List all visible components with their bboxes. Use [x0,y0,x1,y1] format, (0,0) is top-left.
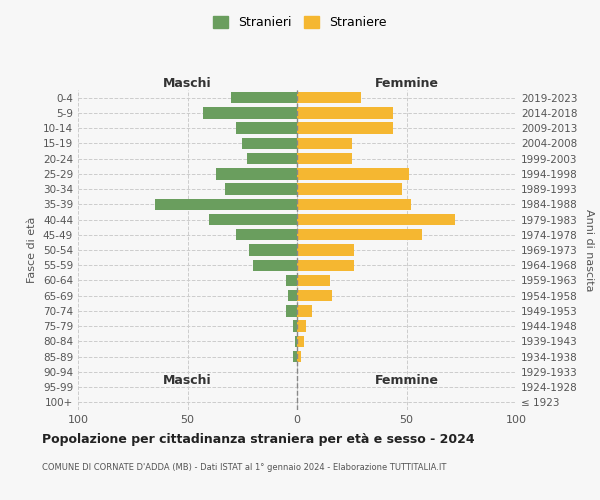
Bar [297,92,361,104]
Bar [297,336,304,347]
Bar [297,122,394,134]
Text: Maschi: Maschi [163,374,212,386]
Bar [297,320,306,332]
Bar [288,290,297,302]
Bar [216,168,297,179]
Bar [242,138,297,149]
Bar [297,260,354,271]
Bar [297,198,411,210]
Text: Femmine: Femmine [374,374,439,386]
Bar [155,198,297,210]
Bar [249,244,297,256]
Bar [297,290,332,302]
Y-axis label: Anni di nascita: Anni di nascita [584,209,594,291]
Bar [209,214,297,225]
Bar [297,138,352,149]
Bar [236,122,297,134]
Bar [297,184,402,195]
Bar [253,260,297,271]
Bar [297,107,394,118]
Bar [297,305,313,316]
Bar [295,336,297,347]
Text: Popolazione per cittadinanza straniera per età e sesso - 2024: Popolazione per cittadinanza straniera p… [42,432,475,446]
Bar [297,214,455,225]
Bar [297,351,301,362]
Bar [286,305,297,316]
Bar [297,168,409,179]
Bar [297,244,354,256]
Bar [293,351,297,362]
Legend: Stranieri, Straniere: Stranieri, Straniere [208,11,392,34]
Bar [225,184,297,195]
Bar [203,107,297,118]
Bar [293,320,297,332]
Bar [297,153,352,164]
Text: Femmine: Femmine [374,77,439,90]
Text: COMUNE DI CORNATE D'ADDA (MB) - Dati ISTAT al 1° gennaio 2024 - Elaborazione TUT: COMUNE DI CORNATE D'ADDA (MB) - Dati IST… [42,462,446,471]
Bar [286,275,297,286]
Y-axis label: Fasce di età: Fasce di età [28,217,37,283]
Bar [247,153,297,164]
Bar [236,229,297,240]
Bar [232,92,297,104]
Text: Maschi: Maschi [163,77,212,90]
Bar [297,275,330,286]
Bar [297,229,422,240]
